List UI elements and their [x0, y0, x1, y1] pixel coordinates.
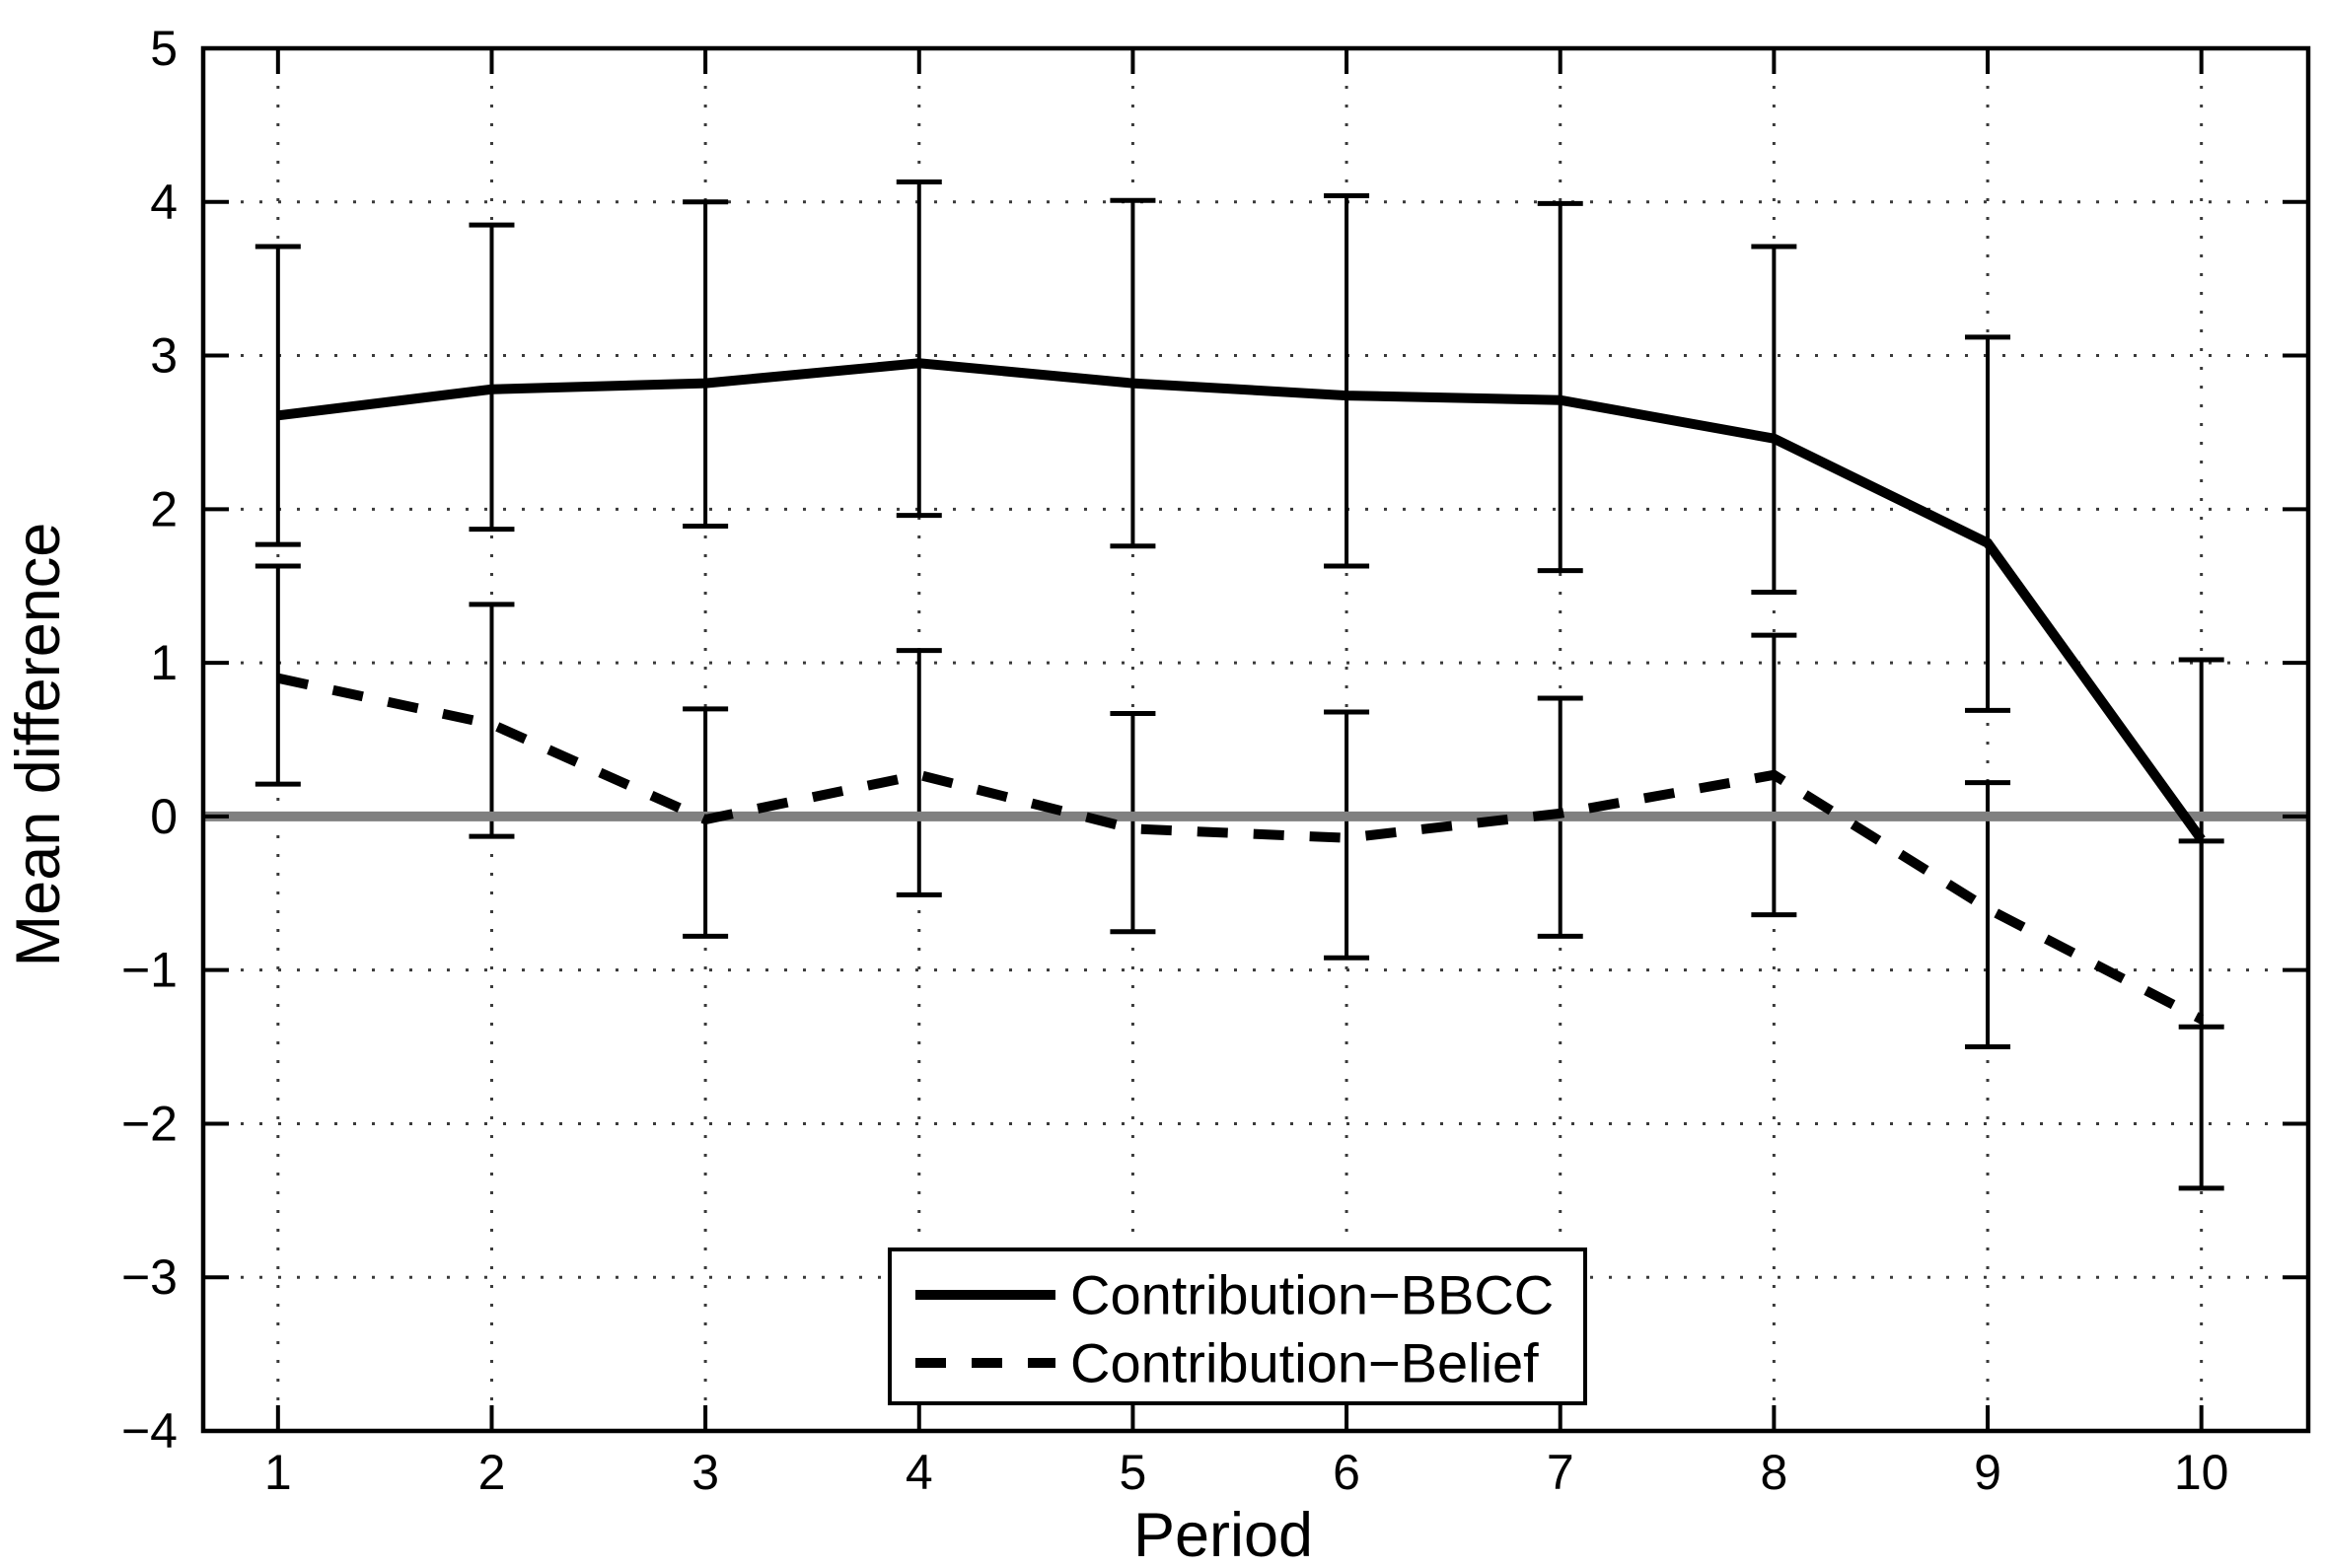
- series-line-contribution-belief: [276, 673, 2204, 1024]
- y-tick-label: 4: [150, 175, 178, 230]
- legend-label-contribution-bbcc: Contribution−BBCC: [1070, 1264, 1554, 1326]
- y-tick-label: −2: [121, 1096, 178, 1151]
- axes-frame: [200, 45, 2311, 1434]
- x-tick-label: 7: [1547, 1445, 1574, 1500]
- x-tick-label: 10: [2174, 1445, 2229, 1500]
- y-tick-label: 3: [150, 328, 178, 384]
- y-tick-label: 5: [150, 21, 178, 76]
- y-tick-label: 1: [150, 635, 178, 690]
- series-line-contribution-bbcc: [277, 358, 2206, 843]
- x-tick-label: 2: [478, 1445, 506, 1500]
- y-tick-label: 2: [150, 481, 178, 536]
- y-tick-label: −1: [121, 943, 178, 998]
- legend-label-contribution-belief: Contribution−Belief: [1070, 1332, 1539, 1394]
- y-tick-label: −3: [121, 1249, 178, 1305]
- tick-label-layer: 1 2 3 4 5 6 7 8 9 10 −4 −3 −2 −1 0 1 2 3 4 5: [121, 21, 2229, 1500]
- x-tick-label: 9: [1974, 1445, 2001, 1500]
- x-tick-label: 8: [1760, 1445, 1787, 1500]
- y-tick-label: 0: [150, 789, 178, 844]
- x-tick-label: 5: [1120, 1445, 1147, 1500]
- axes-frame-layer: [200, 45, 2311, 1434]
- legend: Contribution−BBCC Contribution−Belief: [888, 1247, 1587, 1405]
- legend-box: [888, 1247, 1587, 1405]
- x-tick-label: 6: [1333, 1445, 1360, 1500]
- series-layer: [276, 358, 2206, 1024]
- x-tick-label: 4: [906, 1445, 933, 1500]
- error-bar-layer: [254, 179, 2224, 1191]
- x-axis-title: Period: [1133, 1501, 1313, 1568]
- y-tick-label: −4: [121, 1403, 178, 1459]
- x-tick-label: 3: [691, 1445, 719, 1500]
- x-tick-label: 1: [264, 1445, 292, 1500]
- y-axis-title: Mean difference: [4, 523, 73, 967]
